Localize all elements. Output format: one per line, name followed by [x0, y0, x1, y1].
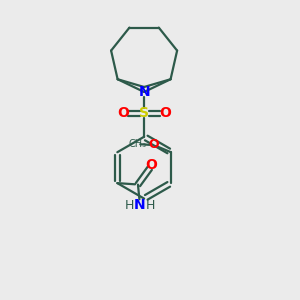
Text: N: N	[138, 85, 150, 99]
Text: H: H	[124, 199, 134, 212]
Text: CH₃: CH₃	[128, 139, 146, 149]
Text: O: O	[145, 158, 157, 172]
Text: O: O	[118, 106, 129, 120]
Text: S: S	[139, 106, 149, 120]
Text: O: O	[159, 106, 171, 120]
Text: N: N	[134, 198, 146, 212]
Text: O: O	[148, 138, 158, 151]
Text: H: H	[146, 199, 155, 212]
